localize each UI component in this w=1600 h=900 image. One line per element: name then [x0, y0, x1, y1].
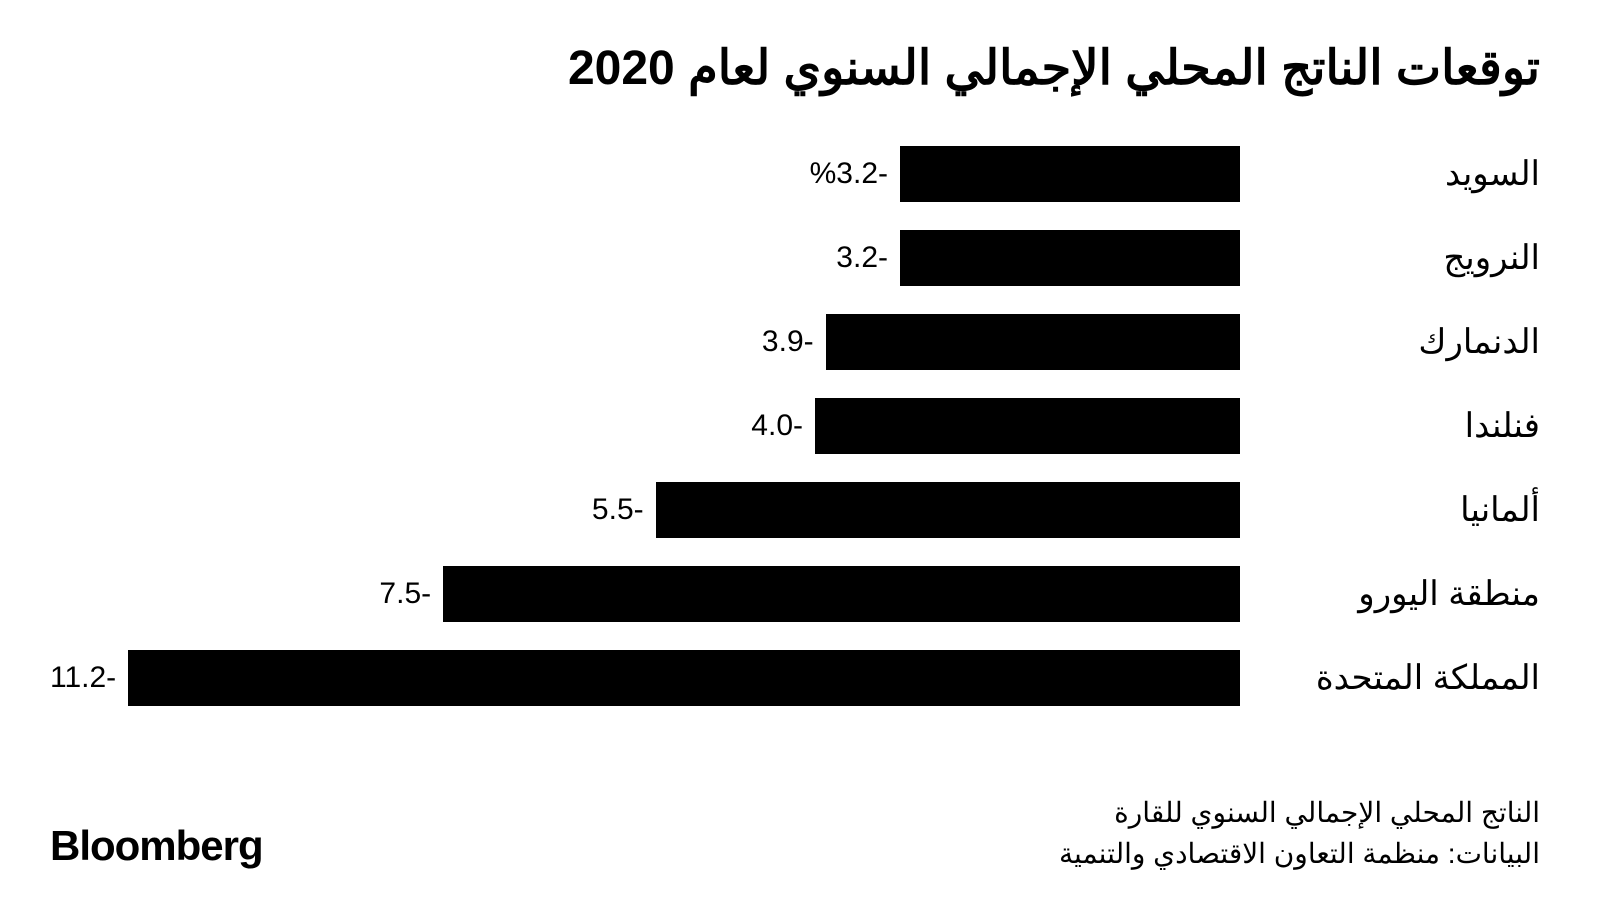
bar-row: السويد %3.2- — [50, 146, 1540, 202]
bar — [656, 482, 1240, 538]
bar-row: المملكة المتحدة 11.2- — [50, 650, 1540, 706]
footer-source: البيانات: منظمة التعاون الاقتصادي والتنم… — [1059, 837, 1540, 870]
bar — [900, 230, 1240, 286]
bar-value: 5.5- — [592, 493, 656, 527]
bar-label: الدنمارك — [1240, 322, 1540, 362]
chart-title: توقعات الناتج المحلي الإجمالي السنوي لعا… — [50, 40, 1550, 96]
bar-container: 3.2- — [50, 230, 1240, 286]
chart-container: توقعات الناتج المحلي الإجمالي السنوي لعا… — [0, 0, 1600, 900]
bar-label: النرويج — [1240, 238, 1540, 278]
footer-texts: الناتج المحلي الإجمالي السنوي للقارة الب… — [1059, 796, 1540, 870]
bar — [826, 314, 1240, 370]
bar-label: السويد — [1240, 154, 1540, 194]
chart-footer: Bloomberg الناتج المحلي الإجمالي السنوي … — [50, 796, 1550, 870]
bar-container: 4.0- — [50, 398, 1240, 454]
bar — [815, 398, 1240, 454]
bar-container: 7.5- — [50, 566, 1240, 622]
bar-row: الدنمارك 3.9- — [50, 314, 1540, 370]
bar-value: %3.2- — [810, 157, 900, 191]
bar-value: 4.0- — [751, 409, 815, 443]
bar-label: فنلندا — [1240, 406, 1540, 446]
bar-label: ألمانيا — [1240, 490, 1540, 530]
bar-row: منطقة اليورو 7.5- — [50, 566, 1540, 622]
bar-value: 7.5- — [379, 577, 443, 611]
bar-container: %3.2- — [50, 146, 1240, 202]
chart-area: السويد %3.2- النرويج 3.2- الدنمارك 3.9- … — [50, 146, 1550, 766]
footer-subtitle: الناتج المحلي الإجمالي السنوي للقارة — [1059, 796, 1540, 829]
bar-label: المملكة المتحدة — [1240, 658, 1540, 698]
bar-value: 11.2- — [50, 661, 128, 695]
bar-row: ألمانيا 5.5- — [50, 482, 1540, 538]
bar-row: النرويج 3.2- — [50, 230, 1540, 286]
bloomberg-logo: Bloomberg — [50, 822, 263, 870]
bar-container: 11.2- — [50, 650, 1240, 706]
bar-container: 5.5- — [50, 482, 1240, 538]
bar-value: 3.9- — [762, 325, 826, 359]
bar-value: 3.2- — [836, 241, 900, 275]
bar — [128, 650, 1240, 706]
bar-container: 3.9- — [50, 314, 1240, 370]
bar — [900, 146, 1240, 202]
bar-label: منطقة اليورو — [1240, 574, 1540, 614]
bar — [443, 566, 1240, 622]
bar-row: فنلندا 4.0- — [50, 398, 1540, 454]
